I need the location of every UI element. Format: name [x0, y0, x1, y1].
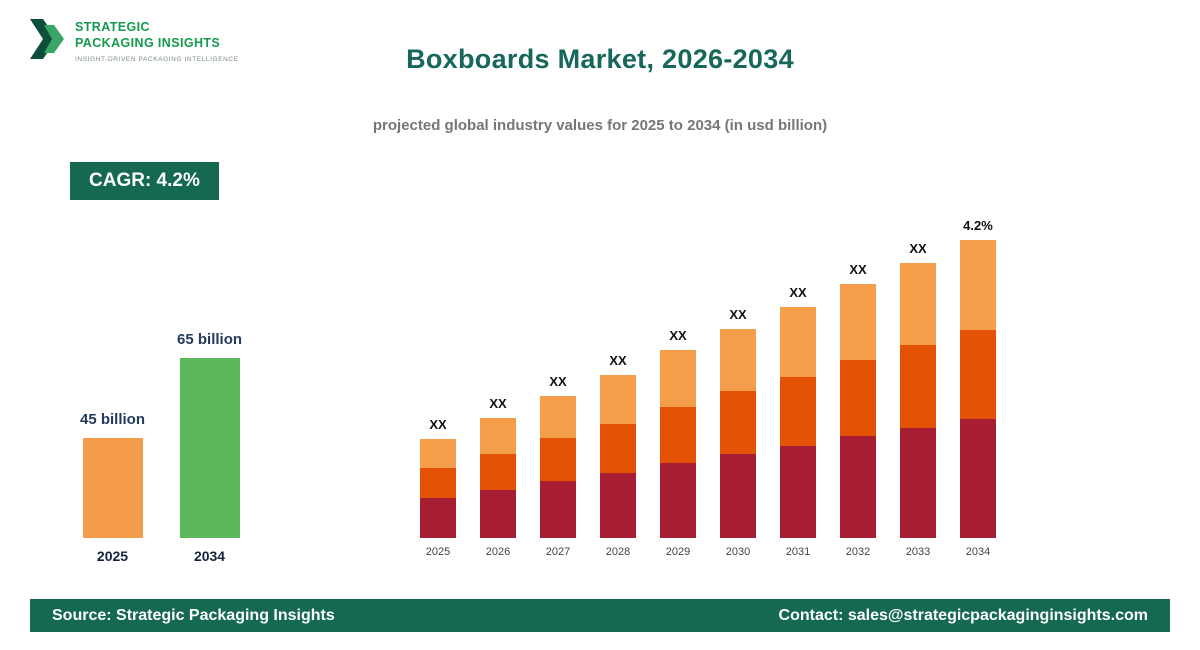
bar-top-label: XX	[549, 374, 567, 389]
bar-top-label: XX	[909, 241, 927, 256]
segment-middle	[900, 345, 936, 428]
segment-top	[720, 329, 756, 391]
segment-middle	[480, 454, 516, 490]
segment-top	[780, 307, 816, 377]
segment-top	[540, 396, 576, 438]
comparison-chart: 45 billion 2025 65 billion 2034	[80, 331, 242, 564]
segment-top	[840, 284, 876, 360]
stacked-bar-group: XX 2033	[900, 241, 936, 558]
footer-contact: Contact: sales@strategicpackaginginsight…	[778, 606, 1148, 624]
stacked-bar	[840, 284, 876, 538]
segment-middle	[600, 424, 636, 473]
segment-middle	[960, 330, 996, 419]
segment-bottom	[840, 436, 876, 538]
bar-year-label: 2028	[605, 546, 631, 558]
footer-source: Source: Strategic Packaging Insights	[52, 606, 335, 624]
bar-top-label: XX	[609, 353, 627, 368]
brand-chevron-icon	[30, 19, 64, 59]
cagr-badge: CAGR: 4.2%	[70, 162, 219, 200]
page-subtitle: projected global industry values for 202…	[372, 117, 828, 134]
stacked-bar	[900, 263, 936, 538]
segment-top	[600, 375, 636, 424]
bar-year-label: 2034	[193, 548, 226, 564]
bar-top-label: XX	[489, 396, 507, 411]
segment-top	[420, 439, 456, 468]
logo: STRATEGIC PACKAGING INSIGHTS INSIGHT-DRI…	[30, 14, 239, 64]
segment-bottom	[780, 446, 816, 538]
segment-top	[960, 240, 996, 330]
stacked-bar	[480, 418, 516, 538]
stacked-bar-group: XX 2030	[720, 307, 756, 558]
brand-name-line1: STRATEGIC	[75, 20, 150, 34]
bar-year-label: 2030	[725, 546, 751, 558]
bar-top-label: XX	[849, 262, 867, 277]
bar-value-label: 65 billion	[177, 331, 243, 348]
bar-top-label: 4.2%	[963, 218, 993, 233]
footer-bar: Source: Strategic Packaging Insights Con…	[30, 599, 1170, 632]
segment-top	[660, 350, 696, 407]
bar-year-label: 2025	[96, 548, 129, 564]
stacked-bar-group: XX 2031	[780, 285, 816, 558]
segment-bottom	[900, 428, 936, 538]
segment-bottom	[480, 490, 516, 538]
bar-year-label: 2034	[965, 546, 991, 558]
bar-year-label: 2026	[485, 546, 511, 558]
comparison-bar	[179, 358, 240, 538]
bar-top-label: XX	[429, 417, 447, 432]
stacked-bar	[720, 329, 756, 538]
bar-top-label: XX	[789, 285, 807, 300]
stacked-bar-group: XX 2026	[480, 396, 516, 558]
segment-middle	[420, 468, 456, 498]
page-title: Boxboards Market, 2026-2034	[406, 44, 794, 74]
bar-year-label: 2032	[845, 546, 871, 558]
stacked-bar-group: XX 2028	[600, 353, 636, 558]
stacked-bar	[660, 350, 696, 538]
segment-middle	[660, 407, 696, 463]
bar-year-label: 2033	[905, 546, 931, 558]
comparison-bar	[82, 438, 143, 538]
brand-tagline: INSIGHT-DRIVEN PACKAGING INTELLIGENCE	[75, 56, 239, 64]
stacked-bar-chart: XX 2025 XX 2026 XX 2027 XX 2028 XX 2029 XX 2030 XX 20…	[420, 218, 996, 558]
segment-bottom	[660, 463, 696, 538]
segment-bottom	[540, 481, 576, 538]
stacked-bar-group: XX 2029	[660, 328, 696, 558]
stacked-bar	[600, 375, 636, 538]
stacked-bar-group: XX 2032	[840, 262, 876, 558]
bar-year-label: 2025	[425, 546, 451, 558]
comparison-bar-group: 45 billion 2025	[80, 411, 145, 564]
segment-middle	[840, 360, 876, 436]
stacked-bar-group: 4.2% 2034	[960, 218, 996, 558]
stacked-bar-group: XX 2025	[420, 417, 456, 558]
stacked-bar	[780, 307, 816, 538]
segment-middle	[780, 377, 816, 446]
stacked-bar	[540, 396, 576, 538]
brand-name-line2: PACKAGING INSIGHTS	[75, 35, 221, 50]
bar-year-label: 2027	[545, 546, 571, 558]
segment-bottom	[420, 498, 456, 538]
segment-bottom	[720, 454, 756, 538]
stacked-bar	[960, 240, 996, 538]
stacked-bar-group: XX 2027	[540, 374, 576, 558]
bar-top-label: XX	[729, 307, 747, 322]
comparison-bar-group: 65 billion 2034	[177, 331, 242, 564]
segment-bottom	[600, 473, 636, 538]
segment-middle	[720, 391, 756, 454]
segment-top	[900, 263, 936, 345]
bar-top-label: XX	[669, 328, 687, 343]
bar-year-label: 2031	[785, 546, 811, 558]
brand-text: STRATEGIC PACKAGING INSIGHTS INSIGHT-DRI…	[75, 14, 239, 63]
stacked-bar	[420, 439, 456, 538]
bar-value-label: 45 billion	[80, 411, 146, 428]
segment-middle	[540, 438, 576, 481]
bar-year-label: 2029	[665, 546, 691, 558]
segment-bottom	[960, 419, 996, 538]
segment-top	[480, 418, 516, 454]
